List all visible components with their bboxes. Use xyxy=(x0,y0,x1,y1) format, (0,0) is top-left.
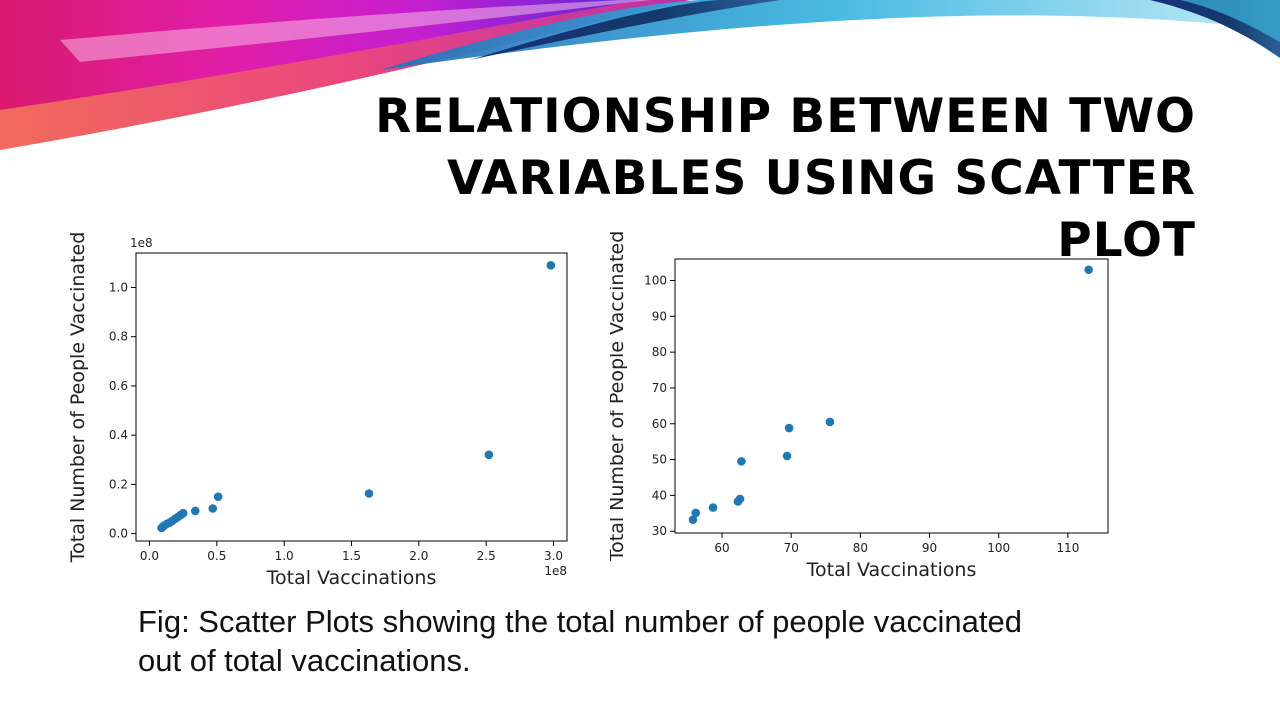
x-tick-label: 2.0 xyxy=(409,549,428,563)
decorative-banner xyxy=(0,0,1280,150)
x-tick-label: 60 xyxy=(714,541,729,555)
y-tick-label: 0.2 xyxy=(109,477,128,491)
data-point xyxy=(178,508,188,518)
y-tick-label: 100 xyxy=(644,273,667,287)
x-tick-label: 0.0 xyxy=(140,549,159,563)
y-tick-label: 60 xyxy=(652,417,667,431)
y-tick-label: 30 xyxy=(652,524,667,538)
scatter-plot-absolute: 0.0 0.5 1.0 1.5 2.0 2.5 3.0 0.0 0.2 0.4 0.6 0.8 1.0… xyxy=(67,232,568,589)
y-axis-ticks: 30 40 50 60 70 80 90 100 xyxy=(644,273,675,538)
y-axis-offset-text: 1e8 xyxy=(130,236,153,250)
y-tick-label: 80 xyxy=(652,345,667,359)
data-point xyxy=(190,506,200,516)
scatter-plot-per-hundred: 60 70 80 90 100 110 30 40 50 60 70 80 90 100 Total V… xyxy=(610,231,1109,581)
data-point xyxy=(364,489,374,498)
x-tick-label: 100 xyxy=(987,541,1010,555)
y-tick-label: 0.8 xyxy=(109,330,128,344)
y-axis-label: Total Number of People Vaccinated xyxy=(610,231,628,563)
x-axis-label: Total Vaccinations xyxy=(806,559,977,581)
y-axis-ticks: 0.0 0.2 0.4 0.6 0.8 1.0 xyxy=(109,280,136,541)
x-tick-label: 80 xyxy=(853,541,868,555)
x-tick-label: 2.5 xyxy=(477,549,496,563)
data-points xyxy=(157,261,556,533)
data-point xyxy=(737,457,746,466)
data-point xyxy=(1084,265,1093,275)
y-tick-label: 90 xyxy=(652,309,667,323)
data-point xyxy=(708,503,718,512)
x-tick-label: 110 xyxy=(1056,541,1079,555)
x-tick-label: 90 xyxy=(922,541,937,555)
data-point xyxy=(208,504,218,513)
data-point xyxy=(782,451,792,461)
data-point xyxy=(213,492,223,501)
slide-title-line-1: RELATIONSHIP BETWEEN TWO xyxy=(375,89,1196,144)
plot-area-frame xyxy=(674,258,1109,534)
y-tick-label: 70 xyxy=(652,381,667,395)
y-axis-label: Total Number of People Vaccinated xyxy=(67,232,89,564)
y-tick-label: 50 xyxy=(652,453,667,467)
data-points xyxy=(688,265,1093,525)
data-point xyxy=(688,515,698,525)
slide-title-line-2: VARIABLES USING SCATTER PLOT xyxy=(446,151,1196,268)
x-axis-label: Total Vaccinations xyxy=(266,567,437,589)
x-tick-label: 0.5 xyxy=(207,549,226,563)
figure-caption: Fig: Scatter Plots showing the total num… xyxy=(138,602,1218,680)
x-tick-label: 1.0 xyxy=(275,549,294,563)
x-axis-ticks: 60 70 80 90 100 110 xyxy=(714,533,1079,555)
y-tick-label: 0.4 xyxy=(109,428,128,442)
data-point xyxy=(691,508,701,518)
y-tick-label: 0.0 xyxy=(109,527,128,541)
data-point xyxy=(784,423,794,433)
x-tick-label: 1.5 xyxy=(342,549,361,563)
y-tick-label: 40 xyxy=(652,488,667,502)
data-point xyxy=(825,417,835,427)
figure-caption-line-2: out of total vaccinations. xyxy=(138,643,471,678)
y-tick-label: 1.0 xyxy=(109,280,128,294)
plot-area-frame xyxy=(135,252,568,542)
figure-caption-line-1: Fig: Scatter Plots showing the total num… xyxy=(138,604,1022,639)
x-axis-offset-text: 1e8 xyxy=(544,564,567,578)
x-tick-label: 70 xyxy=(784,541,799,555)
x-axis-ticks: 0.0 0.5 1.0 1.5 2.0 2.5 3.0 xyxy=(140,541,563,563)
slide-title: RELATIONSHIP BETWEEN TWO VARIABLES USING… xyxy=(296,86,1196,272)
data-point xyxy=(735,494,745,504)
data-point xyxy=(546,261,556,270)
data-point xyxy=(484,450,494,460)
y-tick-label: 0.6 xyxy=(109,379,128,393)
x-tick-label: 3.0 xyxy=(544,549,563,563)
